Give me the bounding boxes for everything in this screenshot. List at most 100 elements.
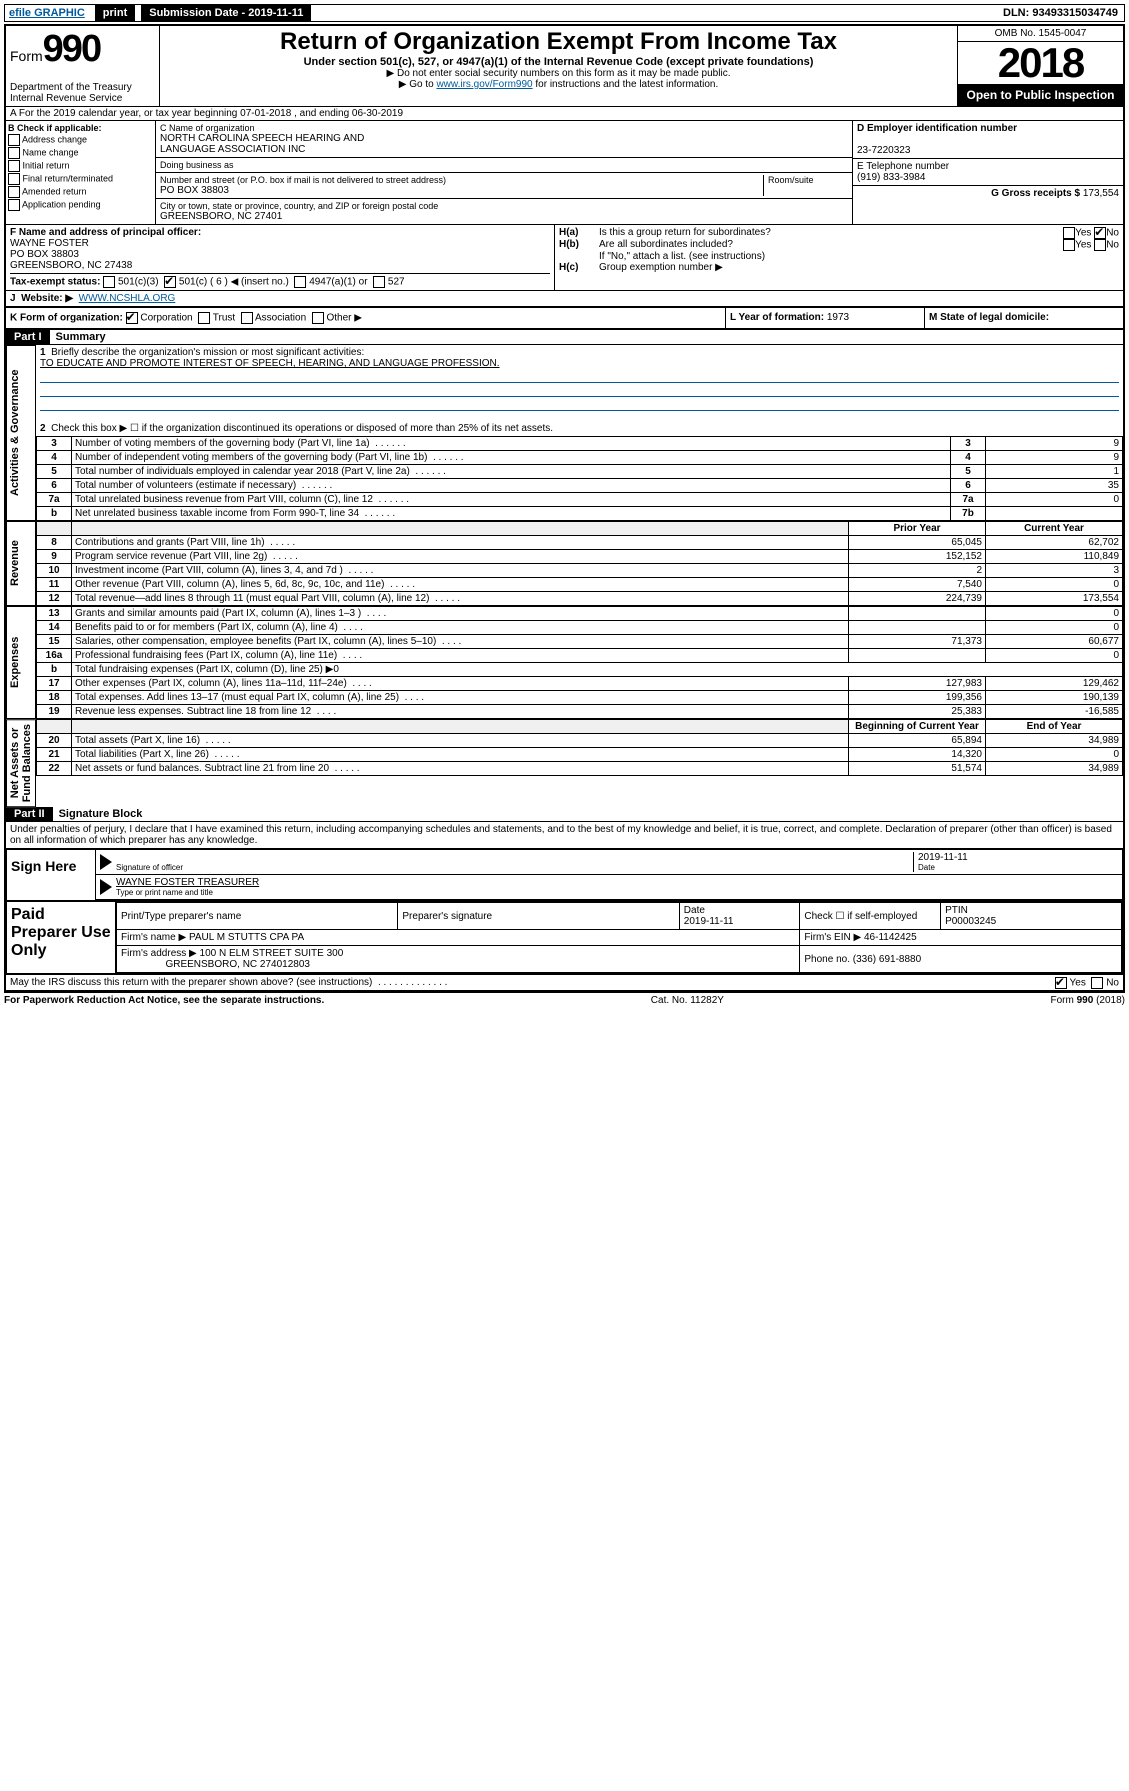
table-row: 9Program service revenue (Part VIII, lin… bbox=[37, 550, 1123, 564]
cb-527[interactable] bbox=[373, 276, 385, 288]
org-name: NORTH CAROLINA SPEECH HEARING AND LANGUA… bbox=[160, 133, 848, 155]
firm-name: PAUL M STUTTS CPA PA bbox=[189, 932, 304, 943]
cb-discuss-no[interactable] bbox=[1091, 977, 1103, 989]
irs-link[interactable]: www.irs.gov/Form990 bbox=[436, 79, 532, 90]
table-row: 14Benefits paid to or for members (Part … bbox=[37, 621, 1123, 635]
box-k: K Form of organization: Corporation Trus… bbox=[6, 308, 725, 328]
table-row: 8Contributions and grants (Part VIII, li… bbox=[37, 536, 1123, 550]
row-website: J Website: ▶ WWW.NCSHLA.ORG bbox=[6, 291, 1123, 308]
cb-amended[interactable] bbox=[8, 186, 20, 198]
table-row: 13Grants and similar amounts paid (Part … bbox=[37, 607, 1123, 621]
hb-label: Are all subordinates included? bbox=[599, 239, 1063, 251]
cb-other[interactable] bbox=[312, 312, 324, 324]
firm-addr: 100 N ELM STREET SUITE 300 bbox=[200, 948, 344, 959]
cb-501c[interactable] bbox=[164, 276, 176, 288]
sign-here-label: Sign Here bbox=[7, 850, 96, 900]
officer-label: F Name and address of principal officer: bbox=[10, 227, 201, 238]
table-row: bTotal fundraising expenses (Part IX, co… bbox=[37, 663, 1123, 677]
addr-value: PO BOX 38803 bbox=[160, 185, 759, 196]
pra-notice: For Paperwork Reduction Act Notice, see … bbox=[4, 995, 324, 1006]
hb-note: If "No," attach a list. (see instruction… bbox=[559, 251, 1119, 262]
officer-name: WAYNE FOSTER bbox=[10, 238, 89, 249]
cb-final-return[interactable] bbox=[8, 173, 20, 185]
hc-label: Group exemption number ▶ bbox=[599, 262, 1119, 273]
note-goto: ▶ Go to www.irs.gov/Form990 for instruct… bbox=[166, 79, 951, 90]
cb-hb-no[interactable] bbox=[1094, 239, 1106, 251]
netassets-table: Beginning of Current YearEnd of Year 20T… bbox=[36, 719, 1123, 776]
sign-here-block: Sign Here Signature of officer 2019-11-1… bbox=[6, 848, 1123, 901]
table-row: 15Salaries, other compensation, employee… bbox=[37, 635, 1123, 649]
officer-addr2: GREENSBORO, NC 27438 bbox=[10, 260, 132, 271]
cb-trust[interactable] bbox=[198, 312, 210, 324]
cb-ha-no[interactable] bbox=[1094, 227, 1106, 239]
form-container: Form990 Department of the Treasury Inter… bbox=[4, 24, 1125, 992]
officer-name-title: WAYNE FOSTER TREASURER bbox=[116, 877, 1118, 888]
officer-addr1: PO BOX 38803 bbox=[10, 249, 79, 260]
addr-label: Number and street (or P.O. box if mail i… bbox=[160, 175, 759, 185]
sig-officer-label: Signature of officer bbox=[116, 863, 913, 872]
form-ref: Form 990 (2018) bbox=[1051, 995, 1125, 1006]
ha-label: Is this a group return for subordinates? bbox=[599, 227, 1063, 239]
org-name-label: C Name of organization bbox=[160, 123, 848, 133]
dln-label: DLN: 93493315034749 bbox=[1003, 7, 1124, 19]
cb-name-change[interactable] bbox=[8, 147, 20, 159]
ptin-value: P00003245 bbox=[945, 916, 996, 927]
name-title-label: Type or print name and title bbox=[116, 888, 1118, 897]
part1-title: Summary bbox=[56, 331, 106, 343]
row-a-tax-year: A For the 2019 calendar year, or tax yea… bbox=[6, 107, 1123, 121]
ein-value: 23-7220323 bbox=[857, 145, 910, 156]
triangle-icon-2 bbox=[100, 879, 112, 895]
form-number: Form990 bbox=[10, 28, 155, 71]
tax-year: 2018 bbox=[958, 42, 1123, 84]
open-public-badge: Open to Public Inspection bbox=[958, 84, 1123, 106]
efile-link[interactable]: efile GRAPHIC bbox=[5, 5, 89, 21]
table-row: 16aProfessional fundraising fees (Part I… bbox=[37, 649, 1123, 663]
expenses-table: 13Grants and similar amounts paid (Part … bbox=[36, 606, 1123, 719]
catalog-no: Cat. No. 11282Y bbox=[651, 995, 724, 1006]
table-row: 20Total assets (Part X, line 16) . . . .… bbox=[37, 734, 1123, 748]
table-row: 17Other expenses (Part IX, column (A), l… bbox=[37, 677, 1123, 691]
discuss-label: May the IRS discuss this return with the… bbox=[10, 977, 372, 988]
firm-ein: 46-1142425 bbox=[864, 932, 917, 943]
part2-header: Part II bbox=[6, 807, 53, 821]
phone-label: E Telephone number bbox=[857, 161, 949, 172]
form-subtitle: Under section 501(c), 527, or 4947(a)(1)… bbox=[304, 56, 814, 68]
room-label: Room/suite bbox=[764, 175, 848, 196]
dept-label: Department of the Treasury Internal Reve… bbox=[10, 82, 155, 104]
part2-title: Signature Block bbox=[59, 808, 143, 820]
firm-phone: (336) 691-8880 bbox=[853, 954, 921, 965]
box-b-checkboxes: B Check if applicable: Address change Na… bbox=[6, 121, 156, 224]
cb-app-pending[interactable] bbox=[8, 199, 20, 211]
vert-activities: Activities & Governance bbox=[6, 345, 36, 521]
paid-prep-label: Paid Preparer Use Only bbox=[7, 902, 116, 973]
vert-netassets: Net Assets or Fund Balances bbox=[6, 719, 36, 807]
cb-discuss-yes[interactable] bbox=[1055, 977, 1067, 989]
cb-assoc[interactable] bbox=[241, 312, 253, 324]
city-value: GREENSBORO, NC 27401 bbox=[160, 211, 848, 222]
gross-receipts-label: G Gross receipts $ bbox=[991, 188, 1080, 199]
sig-date: 2019-11-11 bbox=[918, 852, 1118, 863]
top-toolbar: efile GRAPHIC print Submission Date - 20… bbox=[4, 4, 1125, 22]
paid-preparer-block: Paid Preparer Use Only Print/Type prepar… bbox=[6, 901, 1123, 974]
form-title: Return of Organization Exempt From Incom… bbox=[166, 28, 951, 56]
cb-ha-yes[interactable] bbox=[1063, 227, 1075, 239]
cb-corp[interactable] bbox=[126, 312, 138, 324]
vert-revenue: Revenue bbox=[6, 521, 36, 606]
table-row: 10Investment income (Part VIII, column (… bbox=[37, 564, 1123, 578]
gross-receipts-value: 173,554 bbox=[1083, 188, 1119, 199]
ein-label: D Employer identification number bbox=[857, 123, 1017, 134]
page-footer: For Paperwork Reduction Act Notice, see … bbox=[4, 992, 1125, 1008]
cb-address-change[interactable] bbox=[8, 134, 20, 146]
revenue-table: Prior YearCurrent Year 8Contributions an… bbox=[36, 521, 1123, 606]
website-link[interactable]: WWW.NCSHLA.ORG bbox=[79, 293, 176, 304]
perjury-text: Under penalties of perjury, I declare th… bbox=[6, 822, 1123, 848]
cb-501c3[interactable] bbox=[103, 276, 115, 288]
cb-4947[interactable] bbox=[294, 276, 306, 288]
governance-table: 3Number of voting members of the governi… bbox=[36, 436, 1123, 521]
phone-value: (919) 833-3984 bbox=[857, 172, 925, 183]
table-row: 22Net assets or fund balances. Subtract … bbox=[37, 762, 1123, 776]
cb-hb-yes[interactable] bbox=[1063, 239, 1075, 251]
cb-initial-return[interactable] bbox=[8, 160, 20, 172]
vert-expenses: Expenses bbox=[6, 606, 36, 719]
print-button[interactable]: print bbox=[95, 5, 135, 21]
